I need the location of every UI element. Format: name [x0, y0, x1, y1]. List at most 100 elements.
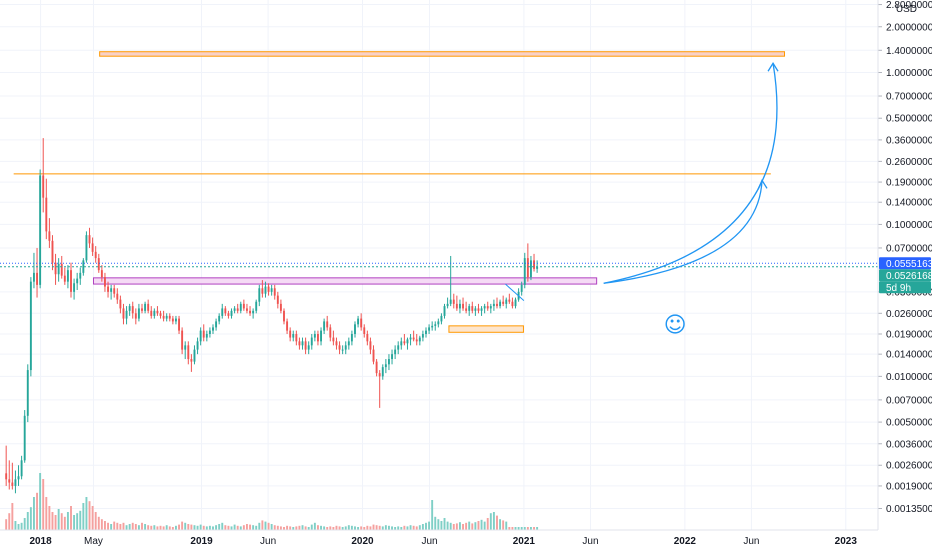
- volume-bar: [110, 524, 113, 530]
- candle-body: [418, 337, 421, 342]
- volume-bar: [526, 527, 529, 530]
- volume-bar: [107, 522, 109, 530]
- volume-bar: [147, 525, 150, 530]
- candle-body: [97, 258, 100, 271]
- candle-body: [514, 299, 517, 307]
- volume-bar: [122, 522, 125, 530]
- volume-bar: [79, 510, 82, 530]
- volume-bar: [533, 527, 535, 530]
- volume-bar: [341, 527, 344, 530]
- candle-body: [276, 295, 279, 304]
- volume-bar: [119, 524, 122, 530]
- candle-body: [134, 313, 137, 319]
- volume-bar: [88, 501, 91, 530]
- candle-body: [162, 315, 165, 319]
- volume-bar: [298, 525, 301, 530]
- candle-body: [458, 303, 461, 309]
- volume-bar: [437, 519, 440, 530]
- candle-body: [137, 308, 140, 319]
- candle-body: [273, 288, 276, 296]
- volume-bar: [428, 521, 431, 530]
- volume-bar: [403, 525, 406, 530]
- candle-body: [298, 341, 301, 346]
- volume-bar: [369, 526, 372, 530]
- candle-body: [113, 288, 116, 294]
- volume-bar: [310, 524, 313, 530]
- volume-bar: [455, 523, 458, 530]
- volume-bar: [357, 527, 360, 530]
- candle-body: [316, 334, 319, 342]
- candle-body: [326, 321, 329, 328]
- volume-bar: [230, 526, 233, 530]
- volume-bar: [520, 527, 523, 530]
- volume-bar: [116, 522, 119, 530]
- volume-bar: [255, 525, 258, 530]
- candle-body: [141, 308, 143, 311]
- volume-bar: [412, 525, 415, 530]
- volume-bar: [221, 522, 224, 530]
- volume-bar: [406, 526, 409, 530]
- candle-body: [144, 303, 147, 311]
- volume-bar: [344, 526, 347, 530]
- trend-line: [505, 283, 525, 302]
- resistance-zone: [92, 277, 598, 285]
- volume-bar: [335, 525, 338, 530]
- volume-bar: [363, 527, 366, 530]
- volume-bar: [264, 521, 267, 530]
- volume-bar: [449, 522, 452, 530]
- candle-body: [431, 325, 434, 328]
- candle-body: [397, 345, 400, 350]
- candle-body: [483, 306, 486, 309]
- volume-bar: [125, 525, 128, 530]
- candle-body: [409, 337, 412, 340]
- volume-bar: [70, 506, 72, 530]
- candle-body: [14, 479, 17, 486]
- candle-body: [301, 341, 304, 346]
- volume-bar: [462, 524, 464, 530]
- candle-body: [350, 334, 353, 342]
- volume-bar: [283, 527, 285, 530]
- candle-body: [366, 334, 369, 342]
- candle-body: [387, 359, 390, 365]
- y-tick-label: 2.80000000: [886, 0, 932, 11]
- volume-bar: [239, 526, 242, 530]
- candle-body: [437, 321, 440, 325]
- candle-body: [150, 310, 153, 316]
- volume-bar: [270, 524, 273, 530]
- volume-bar: [474, 522, 477, 530]
- candle-body: [8, 479, 11, 483]
- volume-bar: [242, 525, 245, 530]
- candle-body: [91, 243, 94, 252]
- volume-bar: [66, 512, 69, 530]
- candle-body: [347, 341, 350, 346]
- volume-bar: [381, 526, 384, 530]
- volume-bar: [421, 524, 424, 530]
- candle-body: [307, 345, 310, 350]
- candle-body: [45, 197, 48, 232]
- volume-bar: [36, 492, 38, 530]
- candle-body: [122, 308, 125, 319]
- candle-body: [270, 288, 273, 292]
- volume-bar: [184, 522, 187, 530]
- volume-bar: [418, 525, 421, 530]
- candle-body: [100, 270, 103, 278]
- volume-bar: [29, 507, 32, 530]
- volume-bar: [23, 518, 26, 530]
- candle-body: [245, 308, 248, 311]
- volume-bar: [171, 527, 174, 530]
- candle-body: [36, 272, 38, 285]
- candle-body: [492, 303, 495, 307]
- volume-bar: [446, 521, 449, 530]
- volume-bar: [440, 521, 443, 530]
- candle-body: [443, 306, 446, 316]
- x-tick-label: Jun: [421, 536, 437, 547]
- volume-bar: [212, 526, 214, 530]
- candle-body: [391, 354, 393, 360]
- candle-body: [103, 277, 106, 287]
